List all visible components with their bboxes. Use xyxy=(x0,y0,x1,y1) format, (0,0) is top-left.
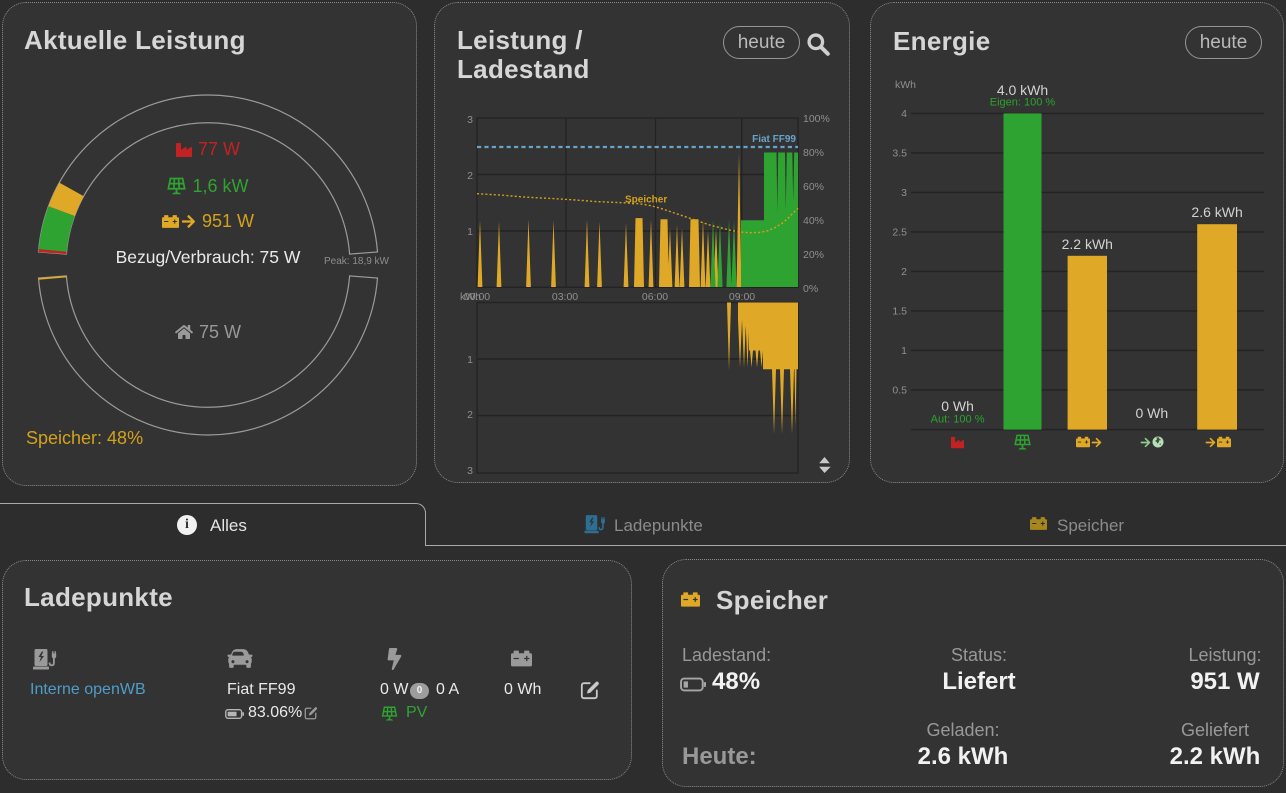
svg-text:Speicher: Speicher xyxy=(625,195,667,206)
svg-text:3: 3 xyxy=(467,465,473,477)
svg-text:3: 3 xyxy=(901,187,907,199)
svg-text:60%: 60% xyxy=(803,181,824,193)
svg-text:kWh: kWh xyxy=(895,79,916,91)
svg-text:1: 1 xyxy=(901,345,907,357)
svg-text:2.5: 2.5 xyxy=(892,227,907,239)
svg-text:Fiat FF99: Fiat FF99 xyxy=(752,134,796,145)
svg-text:2: 2 xyxy=(467,170,473,182)
svg-text:2.6 kWh: 2.6 kWh xyxy=(1191,204,1242,220)
svg-text:0.5: 0.5 xyxy=(892,385,907,397)
svg-text:03:00: 03:00 xyxy=(552,291,578,303)
svg-text:2: 2 xyxy=(467,409,473,421)
svg-text:3: 3 xyxy=(467,114,473,126)
svg-text:Aut: 100 %: Aut: 100 % xyxy=(931,414,985,426)
svg-text:0 Wh: 0 Wh xyxy=(941,398,974,414)
svg-text:00:00: 00:00 xyxy=(464,291,490,303)
svg-text:0%: 0% xyxy=(803,283,818,295)
svg-text:2.2 kWh: 2.2 kWh xyxy=(1062,236,1113,252)
svg-text:Eigen: 100 %: Eigen: 100 % xyxy=(990,97,1056,109)
svg-text:20%: 20% xyxy=(803,249,824,261)
svg-text:40%: 40% xyxy=(803,215,824,227)
svg-text:1: 1 xyxy=(467,226,473,238)
svg-text:2: 2 xyxy=(901,266,907,278)
svg-text:09:00: 09:00 xyxy=(729,291,755,303)
svg-text:3.5: 3.5 xyxy=(892,148,907,160)
svg-text:100%: 100% xyxy=(803,113,830,125)
svg-text:1.5: 1.5 xyxy=(892,306,907,318)
svg-text:4.0 kWh: 4.0 kWh xyxy=(997,82,1048,98)
svg-text:4: 4 xyxy=(901,108,907,120)
svg-text:kWh: kWh xyxy=(460,291,481,303)
svg-text:0 Wh: 0 Wh xyxy=(1135,405,1168,421)
svg-text:06:00: 06:00 xyxy=(642,291,668,303)
svg-text:80%: 80% xyxy=(803,147,824,159)
svg-text:1: 1 xyxy=(467,354,473,366)
